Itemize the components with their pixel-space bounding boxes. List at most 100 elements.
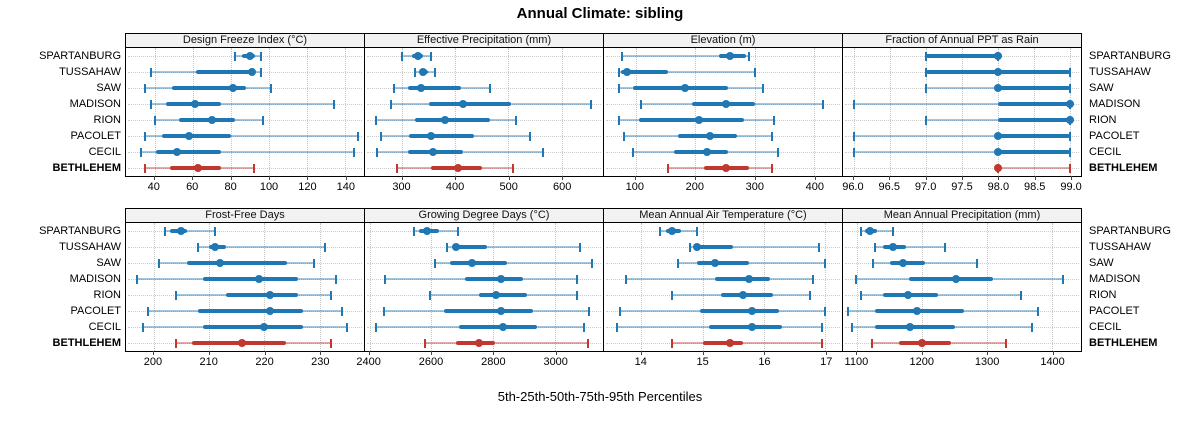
iqr-bar-25-75 <box>621 70 669 74</box>
panel-plot-area <box>842 48 1082 177</box>
median-dot <box>994 52 1003 60</box>
row-gridline <box>128 152 362 153</box>
percentile-row <box>365 144 603 160</box>
whisker-cap <box>140 147 143 157</box>
whisker-cap <box>433 258 436 268</box>
whisker-cap <box>812 274 815 284</box>
whisker-cap <box>852 131 855 141</box>
whisker-cap <box>821 338 824 348</box>
axis-tick <box>320 351 322 355</box>
row-gridline <box>128 104 362 105</box>
vertical-gridline <box>561 48 563 176</box>
percentile-row <box>843 255 1081 271</box>
axis-tick <box>1052 351 1054 355</box>
whisker-cap <box>771 163 774 173</box>
whisker-cap <box>456 226 459 236</box>
percentile-row <box>126 80 364 96</box>
axis-tick <box>307 176 309 180</box>
panel: Fraction of Annual PPT as Rain 96.0 96.5 97… <box>842 33 1082 193</box>
axis-tick-label: 400 <box>445 181 465 193</box>
whisker-5-95 <box>150 103 334 105</box>
whisker-cap <box>329 290 332 300</box>
axis-tick <box>814 176 816 180</box>
location-label: PACOLET <box>70 305 121 317</box>
percentile-row <box>126 287 364 303</box>
median-dot <box>912 307 921 315</box>
percentile-row <box>365 80 603 96</box>
axis-tick-label: 14 <box>634 356 647 368</box>
percentile-row <box>843 128 1081 144</box>
whisker-cap <box>689 242 692 252</box>
axis-tick-label: 97.0 <box>914 181 937 193</box>
location-label: SPARTANBURG <box>1089 50 1171 62</box>
axis-tick-label: 2600 <box>418 356 444 368</box>
iqr-bar-25-75 <box>632 86 728 90</box>
percentile-row <box>843 271 1081 287</box>
whisker-cap <box>821 99 824 109</box>
panel: Elevation (m) 100 200 300 400 <box>603 33 843 193</box>
iqr-bar-25-75 <box>925 54 999 58</box>
panel: Design Freeze Index (°C) 40 60 80 100 120 140 <box>125 33 365 193</box>
percentile-row <box>604 223 842 239</box>
panel-plot-area <box>364 48 604 177</box>
row-gridline <box>845 152 1079 153</box>
iqr-bar-25-75 <box>465 277 523 281</box>
iqr-bar-25-75 <box>699 309 780 313</box>
vertical-gridline <box>230 48 232 176</box>
axis-tick <box>562 176 564 180</box>
axis-tick-label: 120 <box>298 181 317 193</box>
percentile-row <box>365 271 603 287</box>
row-gridline <box>367 56 601 57</box>
whisker-5-95 <box>853 151 1071 153</box>
whisker-cap <box>667 163 670 173</box>
vertical-gridline <box>925 48 927 176</box>
whisker-cap <box>631 147 634 157</box>
whisker-cap <box>153 115 156 125</box>
whisker-cap <box>809 290 812 300</box>
whisker-cap <box>824 306 827 316</box>
iqr-bar-25-75 <box>171 86 246 90</box>
axis-tick <box>493 351 495 355</box>
whisker-cap <box>375 147 378 157</box>
percentile-row <box>126 128 364 144</box>
iqr-bar-25-75 <box>203 325 304 329</box>
panel-plot-area <box>842 223 1082 352</box>
iqr-bar-25-75 <box>998 118 1071 122</box>
panel: Mean Annual Air Temperature (°C) 14 15 16 17 <box>603 208 843 368</box>
whisker-cap <box>488 83 491 93</box>
percentile-row <box>365 160 603 176</box>
median-dot <box>726 339 735 347</box>
median-dot <box>184 132 193 140</box>
whisker-cap <box>428 290 431 300</box>
whisker-cap <box>260 51 263 61</box>
percentile-row <box>126 144 364 160</box>
percentile-row <box>126 335 364 351</box>
whisker-cap <box>1069 67 1072 77</box>
median-dot <box>906 323 915 331</box>
panel: Mean Annual Precipitation (mm) 1100 1200 13… <box>842 208 1082 368</box>
median-dot <box>416 84 425 92</box>
median-dot <box>228 84 237 92</box>
whisker-cap <box>163 226 166 236</box>
whisker-cap <box>818 242 821 252</box>
whisker-cap <box>511 163 514 173</box>
whisker-cap <box>753 67 756 77</box>
percentile-row <box>843 160 1081 176</box>
row-gridline <box>606 72 840 73</box>
location-label: BETHLEHEM <box>52 337 121 349</box>
whisker-cap <box>335 274 338 284</box>
axis-tick <box>987 351 989 355</box>
whisker-5-95 <box>619 71 755 73</box>
whisker-cap <box>617 115 620 125</box>
vertical-gridline <box>268 48 270 176</box>
percentile-row <box>126 160 364 176</box>
whisker-cap <box>1019 290 1022 300</box>
axis-tick <box>754 176 756 180</box>
whisker-cap <box>196 242 199 252</box>
whisker-cap <box>583 322 586 332</box>
vertical-gridline <box>635 48 637 176</box>
axis-tick <box>230 176 232 180</box>
axis-tick <box>826 351 828 355</box>
location-label: RION <box>93 289 122 301</box>
median-dot <box>622 68 631 76</box>
